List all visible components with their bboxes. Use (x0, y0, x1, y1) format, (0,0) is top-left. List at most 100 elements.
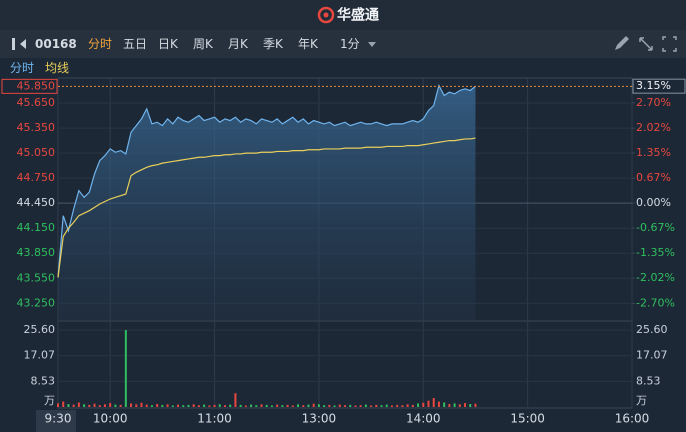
x-tick-label: 13:00 (302, 412, 337, 426)
fullscreen-icon[interactable] (662, 36, 677, 52)
y2-tick-label: 0.67% (636, 171, 671, 184)
volume-bar (265, 404, 268, 407)
volume-bar (57, 403, 59, 407)
volume-bar (443, 402, 446, 407)
volume-bar (317, 404, 320, 407)
volume-bar (244, 405, 247, 407)
dropdown-arrow[interactable] (368, 42, 376, 47)
volume-bar (370, 405, 373, 407)
volume-bar (218, 404, 221, 407)
volume-bar (390, 405, 393, 407)
volume-bar (124, 330, 127, 407)
tab[interactable]: 月K (228, 37, 249, 51)
y2-tick-label: 1.35% (636, 146, 671, 159)
tab[interactable]: 分时 (88, 37, 112, 51)
y2-tick-label: -2.02% (636, 271, 675, 284)
y2-tick-label: 0.00% (636, 196, 671, 209)
y2-tick-label: -2.70% (636, 296, 675, 309)
volume-bar (203, 404, 206, 407)
volume-bar (83, 404, 86, 407)
volume-tick-label: 8.53 (31, 374, 56, 387)
volume-bar (286, 404, 289, 407)
interval-select[interactable]: 1分 (340, 37, 360, 51)
y-tick-label: 45.050 (17, 146, 56, 159)
volume-bar (349, 404, 352, 407)
volume-bar (145, 404, 148, 407)
volume-bar (182, 405, 185, 407)
tab[interactable]: 周K (193, 37, 214, 51)
last-change-label: 3.15% (636, 79, 671, 92)
volume-bar (344, 405, 346, 407)
volume-bar (192, 404, 195, 407)
volume-bar (119, 404, 122, 407)
volume-bar (302, 405, 305, 407)
volume-bar (250, 404, 253, 407)
y-tick-label: 44.150 (17, 221, 56, 234)
volume-bar (255, 405, 258, 407)
volume-bar (312, 403, 315, 407)
volume-bar (171, 405, 174, 407)
volume-bar (364, 404, 367, 407)
volume-bar (333, 405, 336, 407)
volume-bar (338, 404, 341, 407)
volume-bar (72, 404, 75, 407)
x-tick-label: 16:00 (615, 412, 650, 426)
x-tick-label: 11:00 (197, 412, 232, 426)
tab[interactable]: 季K (263, 37, 284, 51)
volume-bar (406, 404, 409, 407)
volume-bar (281, 405, 284, 407)
volume-bar (307, 404, 310, 407)
y-tick-label: 45.350 (17, 121, 56, 134)
volume-bar (208, 405, 211, 407)
volume-bar (453, 403, 456, 407)
volume-bar (103, 404, 106, 407)
y2-tick-label: 2.02% (636, 121, 671, 134)
volume-bar (197, 405, 200, 407)
volume-bar (234, 393, 237, 407)
draw-tool-icon[interactable] (615, 36, 629, 50)
volume-unit: 万 (44, 394, 55, 407)
legend-label: 均线 (45, 61, 69, 75)
y-tick-label: 43.550 (17, 271, 56, 284)
volume-bar (380, 405, 383, 407)
tabs: 分时 五日 日K 周K 月K 季K 年K (88, 37, 319, 51)
toolbar (0, 30, 686, 58)
sidebar-toggle[interactable] (12, 38, 26, 50)
y-tick-label: 43.250 (17, 296, 56, 309)
price-area (58, 85, 476, 320)
x-tick-label: 15:00 (510, 412, 545, 426)
last-change-box (632, 78, 686, 94)
volume-bar (464, 403, 467, 407)
volume-bar (385, 404, 388, 407)
tab[interactable]: 日K (158, 37, 179, 51)
volume-bar (177, 404, 180, 407)
volume-bar (135, 404, 138, 407)
y2-tick-label: 2.70% (636, 96, 671, 109)
legend-label: 分时 (10, 61, 34, 75)
volume-bar (114, 404, 117, 407)
volume-bar (239, 404, 242, 407)
volume-bar (401, 405, 404, 407)
tab[interactable]: 年K (298, 37, 319, 51)
volume-bar (67, 403, 70, 407)
y-tick-label: 43.850 (17, 246, 56, 259)
volume-bar (448, 403, 451, 407)
volume-bar (328, 404, 331, 407)
app-name: 华盛通 (337, 7, 379, 24)
tab[interactable]: 五日 (123, 37, 147, 51)
volume-bar (88, 404, 91, 407)
volume-bar (359, 405, 362, 407)
y-tick-label: 44.750 (17, 171, 56, 184)
volume-bar (260, 404, 263, 407)
volume-bar (437, 401, 440, 407)
expand-icon[interactable] (639, 37, 653, 51)
volume-bar (396, 404, 399, 407)
volume-bar (161, 404, 164, 407)
volume-bar (93, 403, 96, 407)
legend: 分时 均线 (10, 61, 69, 75)
volume-bar (62, 401, 65, 407)
volume-bar (150, 405, 153, 407)
volume-bar (417, 403, 420, 407)
